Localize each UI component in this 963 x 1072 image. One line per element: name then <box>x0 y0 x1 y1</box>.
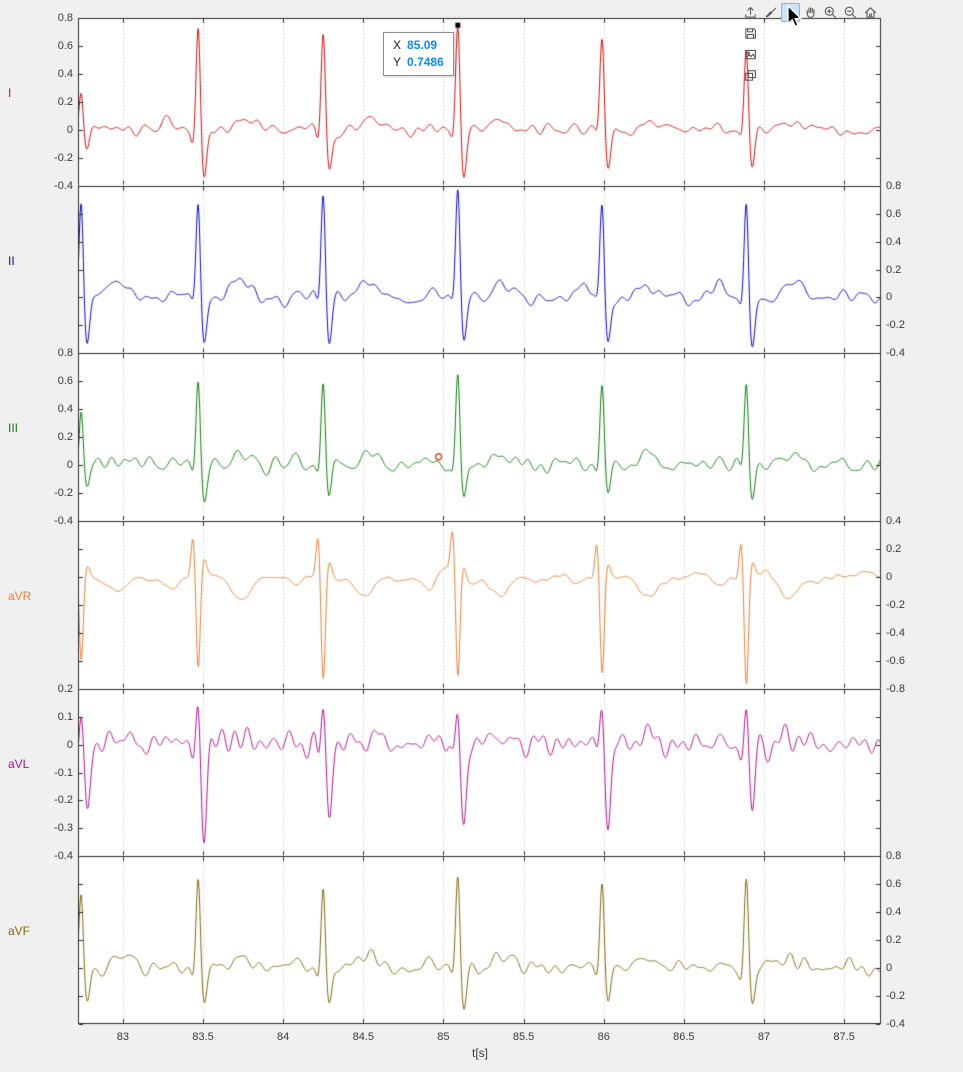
save-figure-button[interactable] <box>741 24 760 43</box>
zoom-in-button[interactable] <box>821 3 840 22</box>
copy-as-image-button[interactable] <box>741 45 760 64</box>
export-button[interactable] <box>741 3 760 22</box>
copy-icon <box>745 70 756 81</box>
datatip-y-row: Y 0.7486 <box>393 54 444 71</box>
datatips-button[interactable] <box>781 3 800 22</box>
save-icon <box>745 28 756 39</box>
zoom-out-button[interactable] <box>841 3 860 22</box>
export-submenu <box>741 24 760 85</box>
brush-icon <box>765 7 777 18</box>
datatip-x-label: X <box>393 38 402 52</box>
pan-button[interactable] <box>801 3 820 22</box>
datatip-box[interactable]: X 85.09 Y 0.7486 <box>383 32 454 76</box>
image-icon <box>745 49 756 60</box>
datatip-y-label: Y <box>393 55 402 69</box>
axes-toolbar <box>741 3 880 22</box>
datatip-x-value: 85.09 <box>407 38 438 52</box>
datatip-cursor-icon <box>787 6 795 17</box>
x-axis-label: t[s] <box>471 1046 488 1060</box>
brush-button[interactable] <box>761 3 780 22</box>
restore-view-button[interactable] <box>861 3 880 22</box>
export-icon <box>745 6 756 18</box>
datatip-y-value: 0.7486 <box>407 55 444 69</box>
copy-as-vector-button[interactable] <box>741 66 760 85</box>
zoom-out-icon <box>844 6 857 19</box>
pan-hand-icon <box>806 7 815 18</box>
datatip-x-row: X 85.09 <box>393 37 444 54</box>
home-icon <box>864 7 877 18</box>
zoom-in-icon <box>824 6 837 19</box>
